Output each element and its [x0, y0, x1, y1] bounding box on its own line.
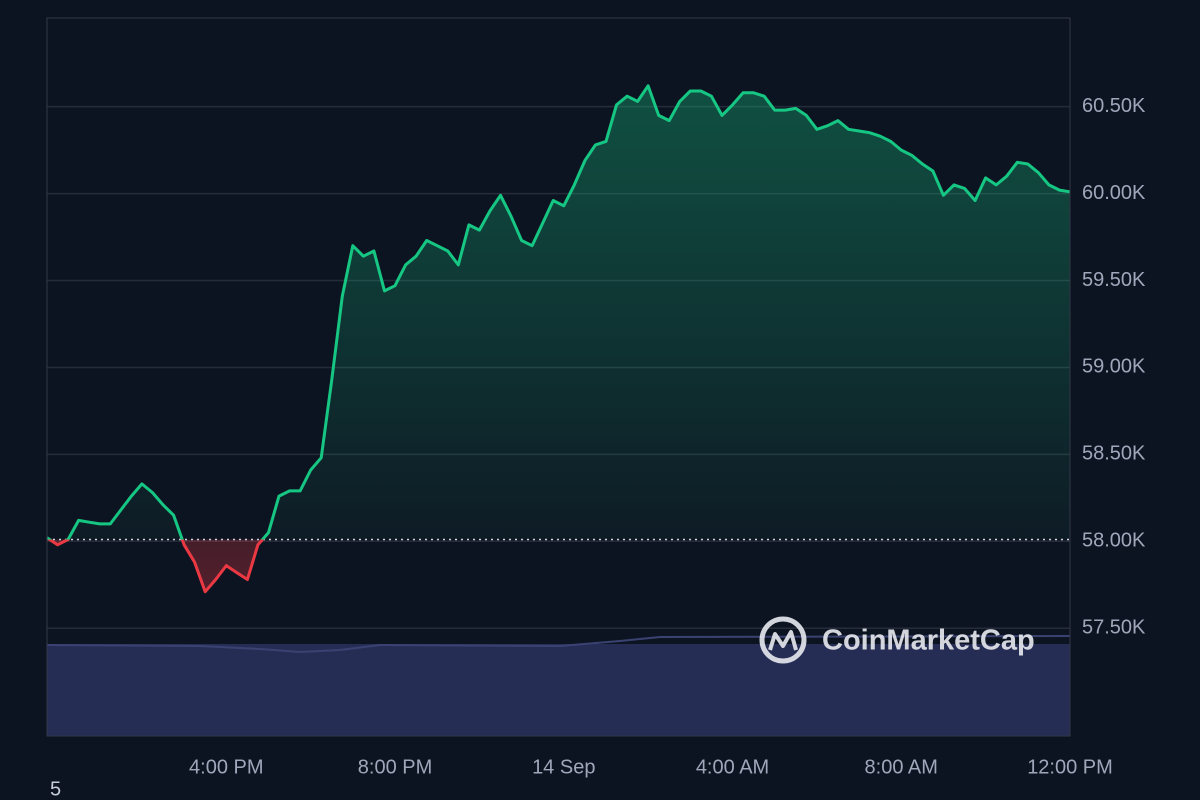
x-tick-label: 14 Sep — [532, 756, 595, 778]
y-tick-label: 58.50K — [1082, 443, 1146, 465]
x-tick-label: 4:00 PM — [189, 756, 263, 778]
x-tick-label: 8:00 PM — [358, 756, 432, 778]
watermark: CoinMarketCap — [822, 625, 1035, 657]
watermark-logo — [759, 616, 807, 664]
price-area — [47, 85, 1070, 592]
x-tick-label: 12:00 PM — [1027, 756, 1113, 778]
volume-area — [47, 644, 1070, 736]
y-tick-label: 57.50K — [1082, 616, 1146, 638]
plot-frame — [46, 17, 1071, 737]
y-tick-label: 60.00K — [1082, 182, 1146, 204]
y-tick-label: 59.50K — [1082, 269, 1146, 291]
y-tick-label: 59.00K — [1082, 356, 1146, 378]
volume-top — [46, 635, 1071, 654]
x-tick-label: 4:00 AM — [696, 756, 769, 778]
y-tick-label: 58.00K — [1082, 530, 1146, 552]
x-tick-label: 8:00 AM — [865, 756, 938, 778]
price-line — [46, 84, 1071, 594]
footnote: 5 — [50, 778, 61, 800]
y-tick-label: 60.50K — [1082, 95, 1146, 117]
